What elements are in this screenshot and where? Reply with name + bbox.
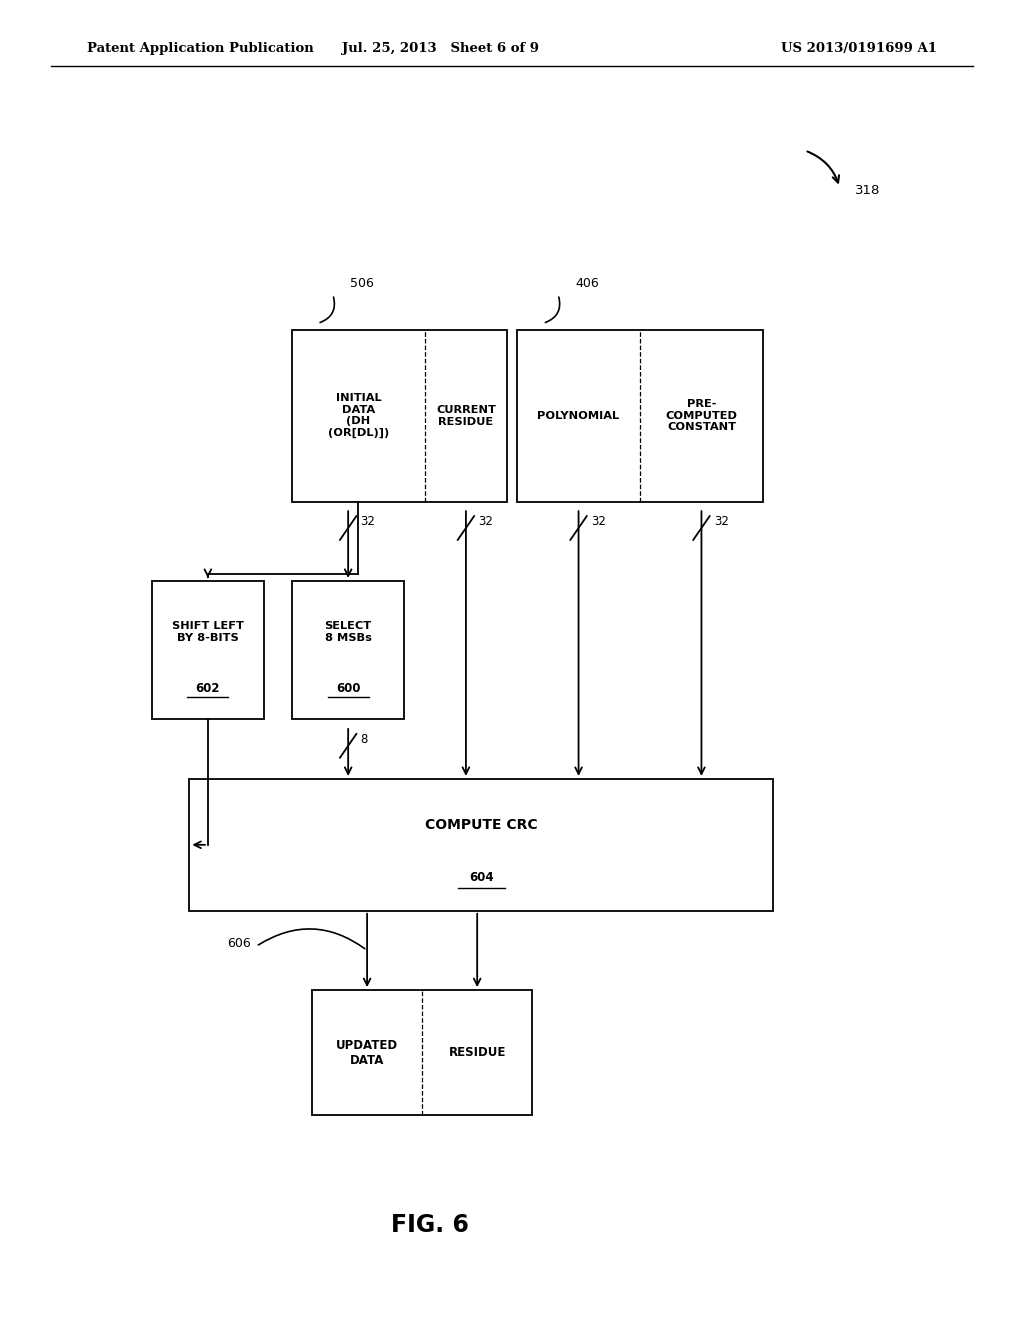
Text: 406: 406 — [575, 277, 599, 290]
Text: SELECT
8 MSBs: SELECT 8 MSBs — [325, 622, 372, 643]
Text: FIG. 6: FIG. 6 — [391, 1213, 469, 1237]
Text: Jul. 25, 2013   Sheet 6 of 9: Jul. 25, 2013 Sheet 6 of 9 — [342, 42, 539, 55]
Text: UPDATED
DATA: UPDATED DATA — [336, 1039, 398, 1067]
Text: CURRENT
RESIDUE: CURRENT RESIDUE — [436, 405, 496, 426]
Text: POLYNOMIAL: POLYNOMIAL — [538, 411, 620, 421]
Text: 32: 32 — [591, 515, 606, 528]
Text: PRE-
COMPUTED
CONSTANT: PRE- COMPUTED CONSTANT — [666, 399, 737, 433]
Text: US 2013/0191699 A1: US 2013/0191699 A1 — [781, 42, 937, 55]
Text: 8: 8 — [360, 733, 368, 746]
Text: 600: 600 — [336, 682, 360, 696]
Text: SHIFT LEFT
BY 8-BITS: SHIFT LEFT BY 8-BITS — [172, 622, 244, 643]
Text: 32: 32 — [360, 515, 376, 528]
Bar — [152, 581, 264, 719]
Text: 318: 318 — [855, 183, 881, 197]
Bar — [189, 779, 773, 911]
Text: 602: 602 — [196, 682, 220, 696]
Text: COMPUTE CRC: COMPUTE CRC — [425, 818, 538, 832]
Text: RESIDUE: RESIDUE — [449, 1047, 506, 1059]
Text: 32: 32 — [714, 515, 729, 528]
Bar — [517, 330, 763, 502]
Text: INITIAL
DATA
(DH
(OR[DL)]): INITIAL DATA (DH (OR[DL)]) — [328, 393, 389, 438]
Text: Patent Application Publication: Patent Application Publication — [87, 42, 313, 55]
Text: 32: 32 — [478, 515, 494, 528]
Bar — [292, 330, 507, 502]
Text: 606: 606 — [227, 937, 251, 950]
Text: 506: 506 — [350, 277, 374, 290]
Text: 604: 604 — [469, 871, 494, 884]
Bar — [312, 990, 532, 1115]
Bar — [292, 581, 404, 719]
